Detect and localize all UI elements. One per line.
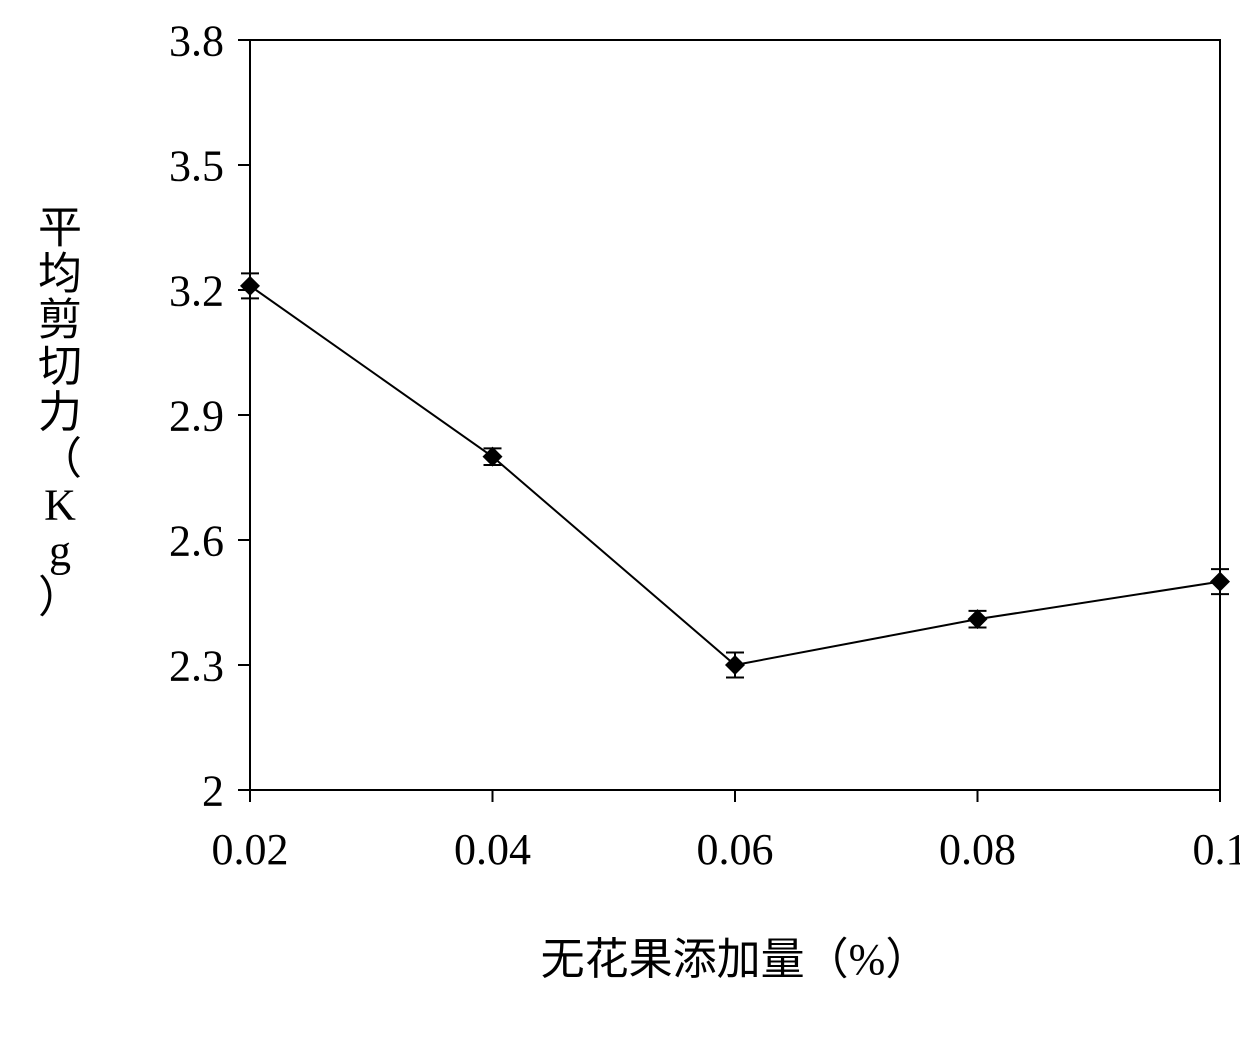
- data-marker: [1210, 572, 1230, 592]
- chart-container: 0.02 0.04 0.06 0.08 0.1 2 2.3 2.6 2.9 3.2 3.5 3.8 无花…: [0, 0, 1240, 1041]
- y-tick-label: 2.3: [169, 641, 224, 690]
- line-chart: 0.02 0.04 0.06 0.08 0.1 2 2.3 2.6 2.9 3.2 3.5 3.8 无花…: [0, 0, 1240, 1041]
- y-tick-label: 2.9: [169, 391, 224, 440]
- x-tick-label: 0.1: [1193, 825, 1240, 874]
- data-line: [250, 286, 1220, 665]
- data-marker: [968, 609, 988, 629]
- y-tick-label: 2: [202, 766, 224, 815]
- x-tick-label: 0.08: [939, 825, 1016, 874]
- x-tick-label: 0.02: [212, 825, 289, 874]
- y-tick-label: 2.6: [169, 516, 224, 565]
- x-axis-label: 无花果添加量（%）: [541, 935, 930, 984]
- x-tick-label: 0.04: [454, 825, 531, 874]
- y-tick-label: 3.8: [169, 16, 224, 65]
- y-tick-label: 3.2: [169, 266, 224, 315]
- x-tick-label: 0.06: [697, 825, 774, 874]
- y-tick-label: 3.5: [169, 141, 224, 190]
- y-axis-label: 平均剪切力（Kg）: [38, 203, 82, 622]
- data-marker: [240, 276, 260, 296]
